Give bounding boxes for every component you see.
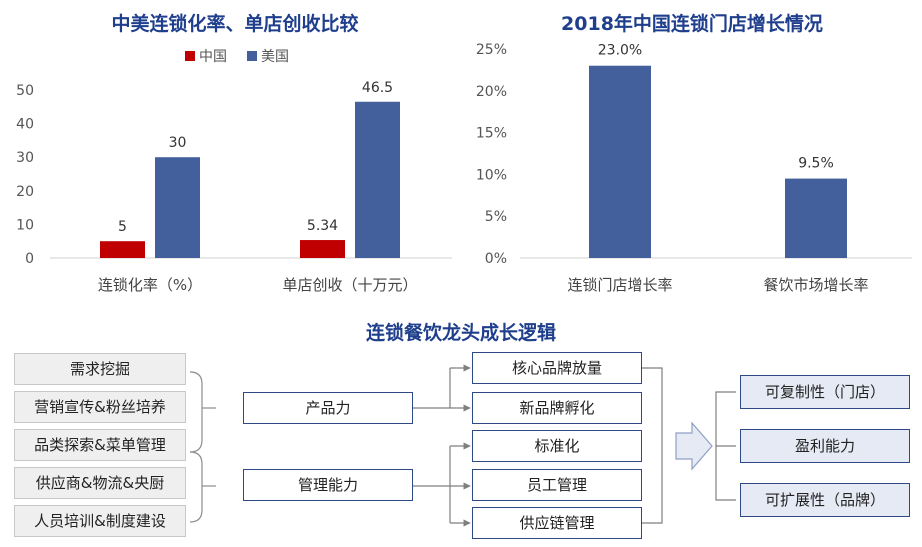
chart2-y-axis: 0% 5% 10% 15% 20% 25% — [476, 42, 912, 267]
bar — [355, 101, 400, 258]
y-tick-label: 30 — [16, 150, 34, 166]
new-brand-box: 新品牌孵化 — [472, 392, 642, 424]
diagram-title: 连锁餐饮龙头成长逻辑 — [365, 322, 556, 344]
chart1-category-labels: 连锁化率（%） 单店创收（十万元） — [98, 276, 418, 294]
category-label: 连锁门店增长率 — [567, 276, 672, 294]
driver-supply-logistics: 供应商&物流&央厨 — [14, 467, 186, 499]
y-tick-label: 10% — [476, 167, 507, 183]
data-label: 46.5 — [362, 80, 393, 96]
core-brand-box: 核心品牌放量 — [472, 352, 642, 384]
y-tick-label: 20% — [476, 84, 507, 100]
driver-training-system: 人员培训&制度建设 — [14, 505, 186, 537]
standardization-box: 标准化 — [472, 430, 642, 462]
legend-label: 美国 — [261, 49, 289, 65]
supply-chain-box: 供应链管理 — [472, 507, 642, 539]
chart1-bars: 5 30 5.34 46.5 — [100, 80, 400, 258]
management-capability-box: 管理能力 — [243, 469, 413, 501]
category-label: 餐饮市场增长率 — [763, 276, 868, 294]
outcome-replicability: 可复制性（门店） — [740, 375, 910, 409]
y-tick-label: 10 — [16, 217, 34, 233]
driver-demand-mining: 需求挖掘 — [14, 353, 186, 385]
outcome-profitability: 盈利能力 — [740, 429, 910, 463]
bracket-product — [189, 371, 203, 453]
bar — [300, 240, 345, 258]
chain-store-growth-chart: 2018年中国连锁门店增长情况 0% 5% 10% 15% 20% 25% 23.0% 9.… — [476, 12, 912, 294]
growth-logic-diagram: 连锁餐饮龙头成长逻辑 需求挖掘 营销宣传&粉丝培养 品类探索&菜单管理 — [0, 310, 922, 547]
bar — [785, 178, 847, 258]
data-label: 30 — [169, 135, 187, 151]
big-arrow-icon — [675, 421, 713, 471]
legend-label: 中国 — [199, 49, 227, 65]
legend-swatch — [247, 51, 257, 61]
y-tick-label: 0 — [25, 251, 34, 267]
diagram-connectors — [189, 364, 736, 527]
chart1-legend: 中国 美国 — [185, 49, 289, 65]
y-tick-label: 15% — [476, 126, 507, 142]
china-us-comparison-chart: 中美连锁化率、单店创收比较 中国 美国 0 10 20 30 40 50 5 30 5.34 46… — [16, 12, 452, 294]
y-tick-label: 25% — [476, 42, 507, 58]
legend-swatch — [185, 51, 195, 61]
chart2-title: 2018年中国连锁门店增长情况 — [561, 12, 823, 35]
outcome-scalability: 可扩展性（品牌） — [740, 483, 910, 517]
y-tick-label: 0% — [485, 251, 507, 267]
driver-marketing: 营销宣传&粉丝培养 — [14, 391, 186, 423]
data-label: 5 — [118, 219, 127, 235]
bracket-management — [189, 451, 203, 523]
chart2-category-labels: 连锁门店增长率 餐饮市场增长率 — [567, 276, 868, 294]
chart2-bars: 23.0% 9.5% — [589, 43, 847, 258]
category-label: 连锁化率（%） — [98, 276, 202, 294]
data-label: 9.5% — [798, 156, 834, 172]
staff-management-box: 员工管理 — [472, 469, 642, 501]
bar — [155, 157, 200, 258]
bar — [100, 241, 145, 258]
data-label: 23.0% — [598, 43, 642, 59]
data-label: 5.34 — [307, 218, 338, 234]
y-tick-label: 5% — [485, 209, 507, 225]
driver-category-menu: 品类探索&菜单管理 — [14, 429, 186, 461]
y-tick-label: 50 — [16, 83, 34, 99]
bar — [589, 65, 651, 258]
category-label: 单店创收（十万元） — [282, 276, 417, 294]
product-power-box: 产品力 — [243, 392, 413, 424]
y-tick-label: 20 — [16, 184, 34, 200]
y-tick-label: 40 — [16, 117, 34, 133]
chart1-title: 中美连锁化率、单店创收比较 — [111, 12, 358, 35]
